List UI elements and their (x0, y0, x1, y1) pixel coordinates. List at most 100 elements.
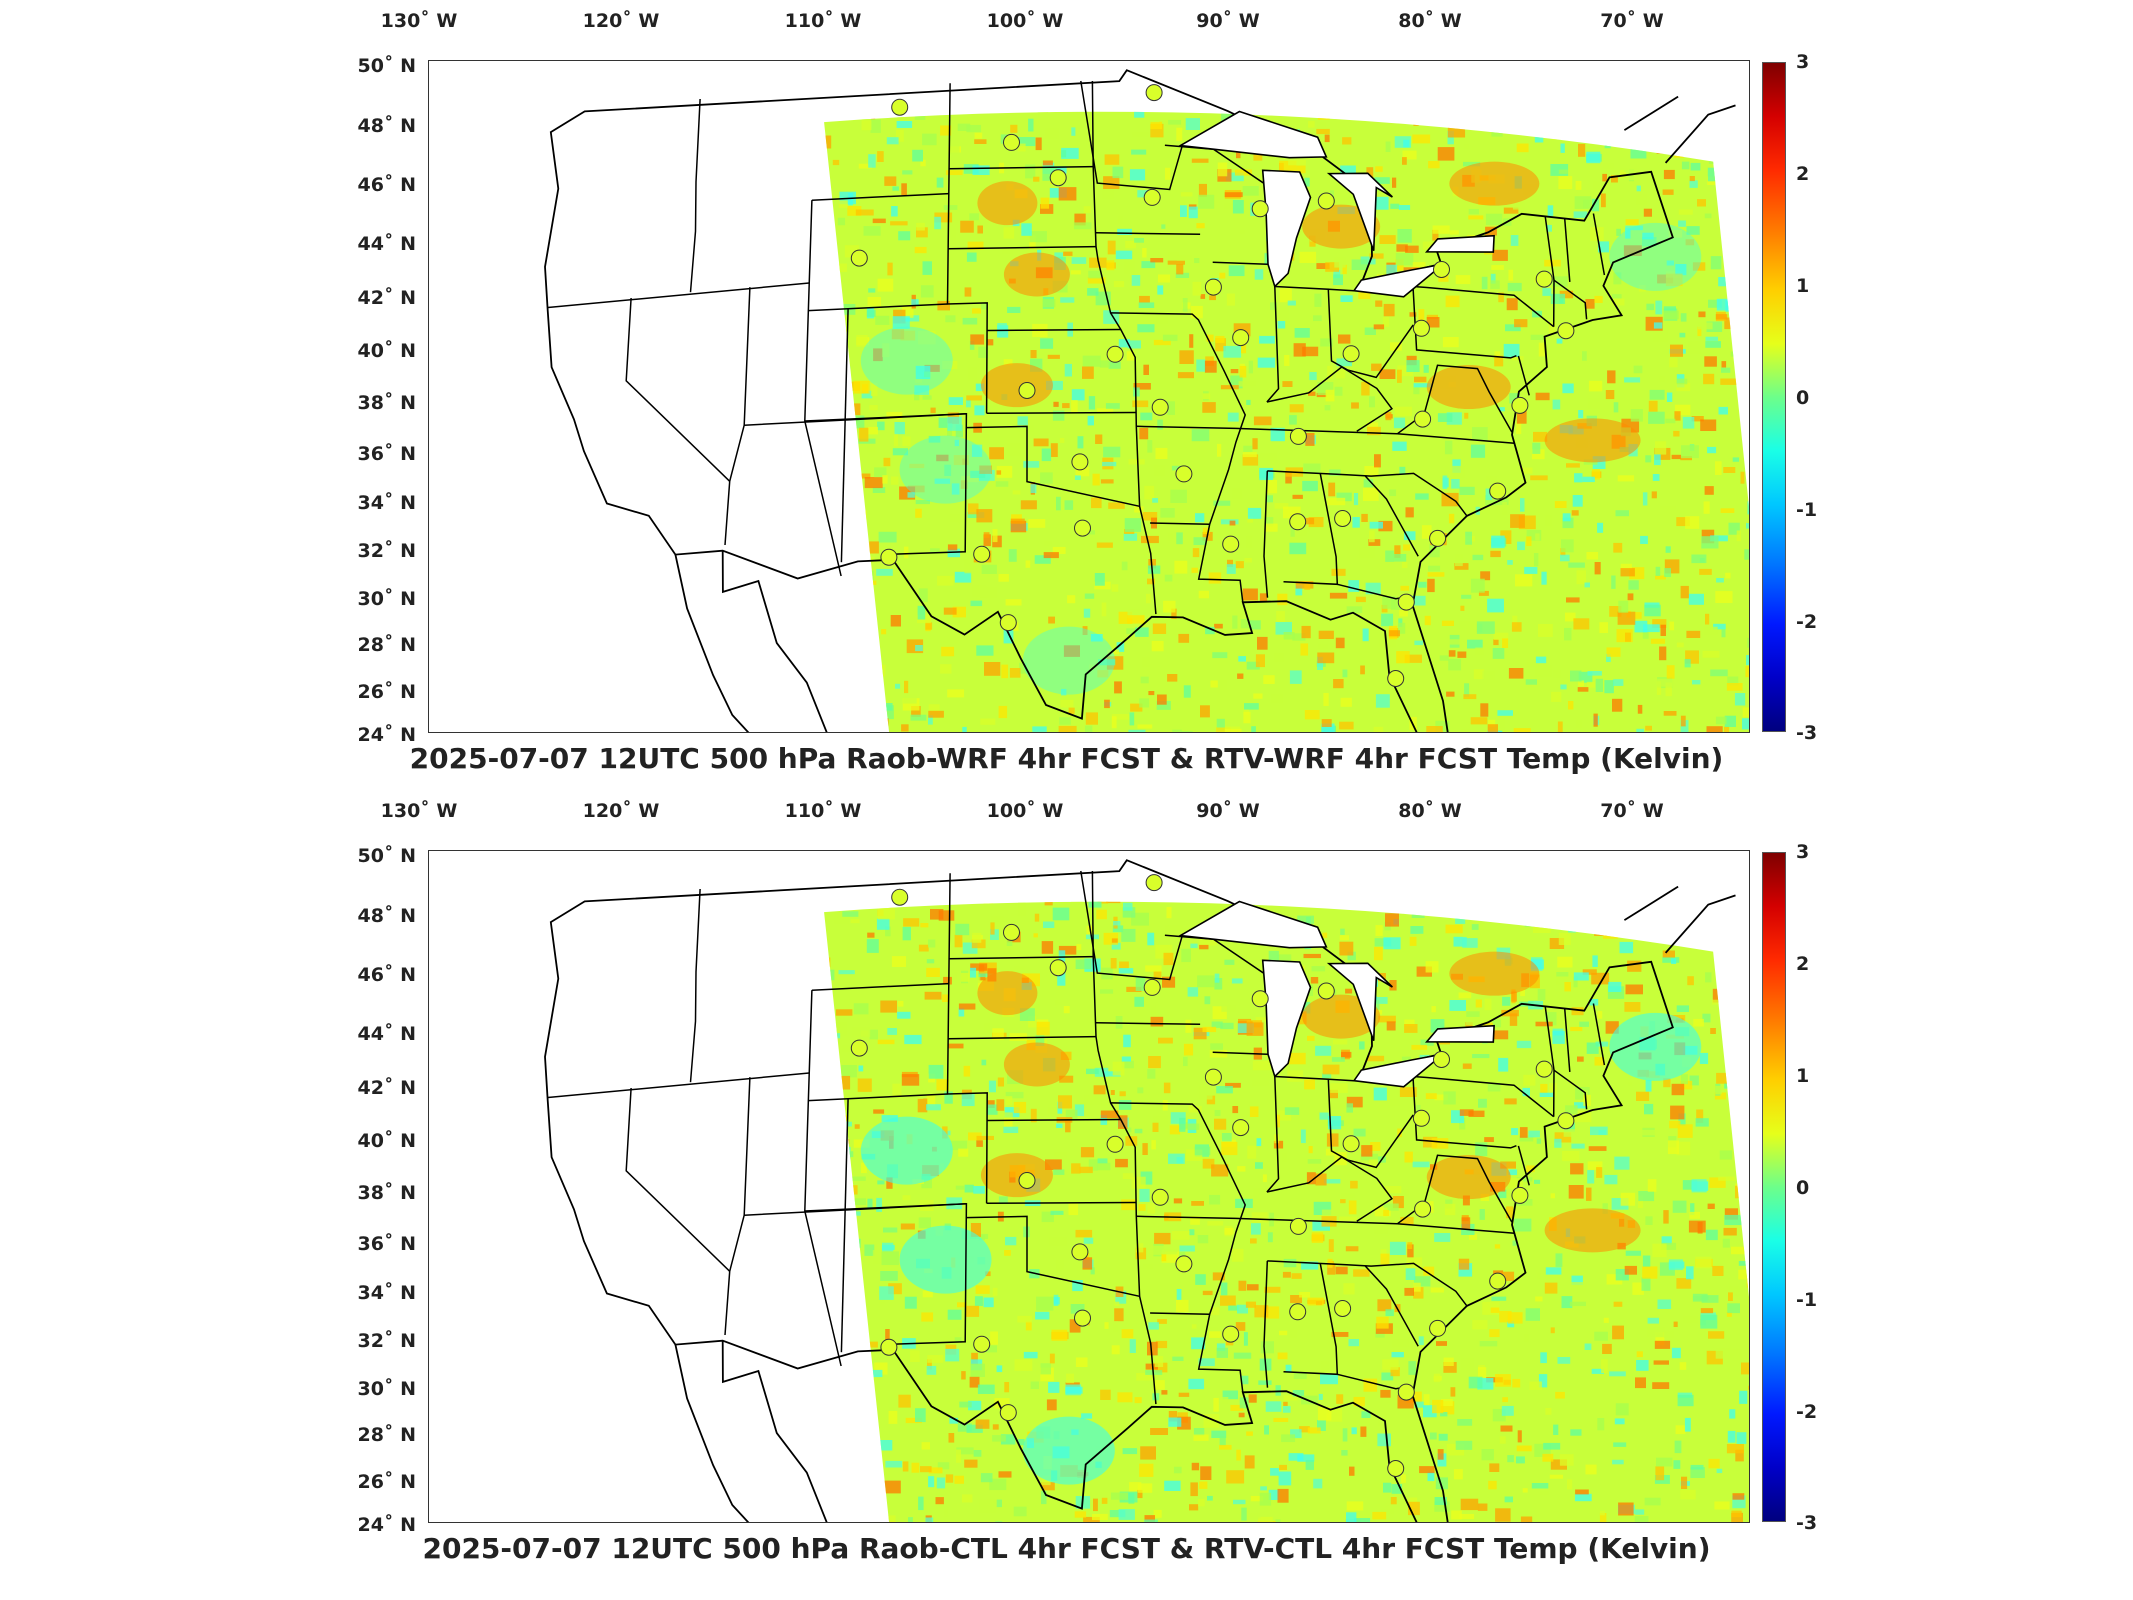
field-cell (1397, 862, 1404, 875)
field-cell (525, 727, 535, 733)
field-cell (1042, 1475, 1051, 1486)
field-cell (511, 263, 517, 273)
field-cell (1364, 466, 1379, 477)
field-cell (669, 1292, 685, 1305)
field-cell (979, 456, 987, 471)
field-cell (1469, 77, 1481, 88)
field-cell (1715, 314, 1728, 320)
field-cell (1575, 1489, 1589, 1495)
field-cell (1556, 974, 1570, 985)
field-cell (594, 335, 609, 343)
field-cell (992, 529, 998, 543)
field-cell (1467, 639, 1483, 649)
field-cell (686, 1304, 698, 1311)
field-cell (1401, 1474, 1406, 1483)
field-cell (883, 457, 891, 467)
state-boundary (1150, 522, 1210, 525)
field-cell (1163, 600, 1176, 613)
field-cell (1567, 1479, 1573, 1490)
field-cell (557, 1130, 564, 1142)
field-cell (1742, 707, 1749, 718)
coastline (674, 554, 750, 732)
field-cell (773, 683, 787, 690)
field-cell (1501, 1405, 1514, 1416)
field-cell (690, 204, 708, 208)
field-cell (1043, 921, 1055, 928)
field-cell (1141, 657, 1151, 668)
field-cell (952, 606, 966, 618)
field-cell (1033, 176, 1040, 182)
field-cell (1476, 621, 1495, 634)
field-cell (1010, 520, 1027, 533)
field-warm-area (1003, 1042, 1070, 1087)
field-cell (1016, 425, 1034, 432)
field-cell (1033, 438, 1049, 447)
field-cell (1107, 240, 1116, 255)
field-cell (1243, 711, 1251, 724)
field-cell (578, 168, 595, 178)
field-cell (791, 268, 800, 278)
field-cell (1025, 1321, 1032, 1331)
field-cell (826, 1417, 831, 1425)
field-cell (1291, 1273, 1302, 1279)
field-cell (1170, 1112, 1186, 1124)
field-cell (661, 244, 675, 254)
field-cell (872, 218, 886, 224)
field-cell (1036, 1021, 1050, 1036)
field-cell (663, 1111, 672, 1122)
field-cell (703, 1176, 709, 1185)
field-cell (1168, 1417, 1182, 1427)
field-cell (1715, 716, 1727, 725)
field-cell (867, 574, 873, 580)
field-cell (597, 1457, 610, 1470)
field-cell (613, 169, 621, 176)
field-cell (1364, 327, 1376, 335)
field-cell (1686, 96, 1703, 106)
field-cell (1140, 676, 1149, 684)
field-cell (1164, 574, 1173, 582)
field-cell (465, 705, 478, 709)
field-cell (1535, 392, 1550, 401)
field-cell (1070, 1304, 1085, 1314)
field-cell (1151, 1140, 1156, 1150)
field-cell (1625, 984, 1643, 995)
field-cell (1090, 634, 1103, 642)
field-cell (682, 722, 698, 730)
field-cell (474, 702, 486, 714)
field-cell (1490, 280, 1500, 289)
field-cell (1552, 131, 1561, 140)
field-cell (593, 1380, 605, 1385)
field-cell (1096, 909, 1107, 920)
field-cell (1487, 1082, 1501, 1092)
field-cell (975, 383, 985, 392)
field-cell (1264, 1425, 1269, 1435)
field-cell (911, 1462, 920, 1473)
field-cell (970, 967, 977, 978)
field-cell (604, 319, 608, 327)
field-cell (582, 1411, 588, 1419)
field-cell (505, 1389, 511, 1397)
field-cell (1427, 572, 1445, 577)
field-cell (648, 946, 660, 955)
lon-label: 100˚ W (986, 800, 1064, 822)
field-cell (1281, 1434, 1296, 1443)
field-cell (1390, 1497, 1397, 1505)
field-cell (1041, 1490, 1047, 1505)
field-cell (1586, 151, 1601, 164)
field-cell (1375, 166, 1383, 172)
field-cell (837, 1121, 852, 1127)
field-cell (491, 564, 503, 576)
field-cell (768, 1516, 779, 1520)
field-cell (1571, 884, 1577, 892)
field-cell (1502, 638, 1509, 648)
field-cell (901, 183, 907, 195)
field-cell (1707, 933, 1714, 941)
field-cell (721, 669, 731, 678)
raob-station-marker (850, 1039, 868, 1057)
field-cell (1434, 1233, 1451, 1242)
field-cell (1382, 1357, 1398, 1362)
field-cell (1747, 637, 1749, 648)
field-cell (457, 1179, 471, 1184)
field-cell (1275, 622, 1292, 635)
field-cell (1730, 230, 1739, 243)
